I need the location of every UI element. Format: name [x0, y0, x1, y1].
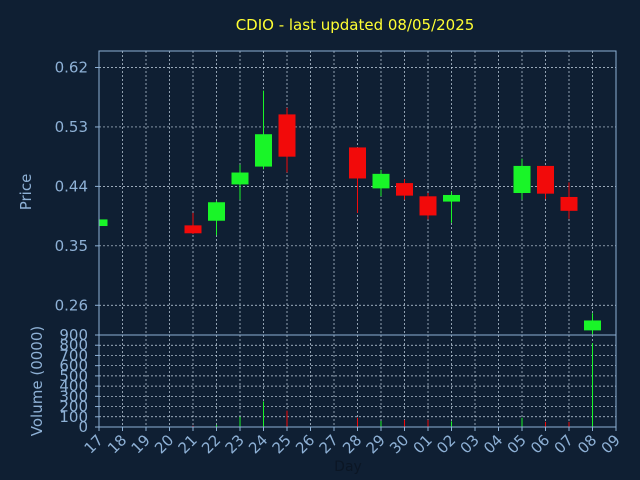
candle-body — [372, 173, 390, 189]
x-tick-label: 20 — [151, 431, 177, 457]
x-tick-label: 28 — [339, 431, 365, 457]
x-tick-label: 29 — [363, 431, 389, 457]
x-tick-label: 23 — [222, 431, 248, 457]
x-axis-label: Day — [334, 459, 362, 475]
x-tick-label: 26 — [292, 431, 318, 457]
x-tick-label: 06 — [527, 431, 553, 457]
volume-tick-label: 200 — [59, 398, 88, 416]
x-tick-label: 27 — [316, 431, 342, 457]
chart-title: CDIO - last updated 08/05/2025 — [236, 16, 475, 34]
candle-body — [255, 134, 272, 167]
x-tick-label: 21 — [175, 431, 201, 457]
volume-tick-label: 100 — [59, 408, 88, 426]
candle-body — [584, 320, 601, 331]
candle-body — [513, 165, 531, 193]
volume-tick-label: 0 — [78, 418, 88, 436]
x-tick-label: 03 — [457, 431, 483, 457]
candle-body — [396, 183, 413, 196]
candle-body — [537, 165, 554, 194]
x-tick-label: 09 — [598, 431, 624, 457]
x-tick-label: 25 — [269, 431, 295, 457]
candle-body — [184, 225, 202, 234]
volume-tick-label: 400 — [59, 377, 88, 395]
volume-tick-label: 300 — [59, 387, 88, 405]
x-tick-label: 05 — [504, 431, 530, 457]
volume-panel-frame — [98, 334, 617, 428]
candle-body — [99, 219, 108, 227]
volume-tick-label: 700 — [59, 346, 88, 364]
volume-tick-label: 900 — [59, 326, 88, 344]
volume-tick-label: 800 — [59, 336, 88, 354]
x-tick-label: 01 — [410, 431, 436, 457]
volume-tick-label: 600 — [59, 357, 88, 375]
candle-body — [560, 196, 578, 211]
candle-body — [231, 172, 249, 185]
x-tick-label: 02 — [433, 431, 459, 457]
candle-body — [349, 147, 366, 179]
candle-body — [443, 194, 460, 202]
x-tick-label: 30 — [386, 431, 412, 457]
x-tick-label: 19 — [128, 431, 154, 457]
candle-body — [278, 114, 296, 157]
candle-body — [208, 202, 225, 221]
volume-axis-label: Volume (0000) — [28, 326, 46, 436]
x-tick-label: 22 — [198, 431, 224, 457]
x-tick-label: 08 — [574, 431, 600, 457]
candle-body — [419, 196, 437, 216]
x-tick-label: 18 — [104, 431, 130, 457]
volume-tick-label: 500 — [59, 367, 88, 385]
price-tick-label: 0.26 — [55, 296, 88, 314]
x-tick-label: 04 — [480, 431, 506, 457]
price-tick-label: 0.35 — [55, 237, 88, 255]
price-tick-label: 0.62 — [55, 59, 88, 77]
price-tick-label: 0.44 — [55, 177, 88, 195]
x-tick-label: 24 — [245, 431, 271, 457]
price-tick-label: 0.53 — [55, 118, 88, 136]
price-axis-label: Price — [17, 174, 35, 211]
x-tick-label: 07 — [551, 431, 577, 457]
